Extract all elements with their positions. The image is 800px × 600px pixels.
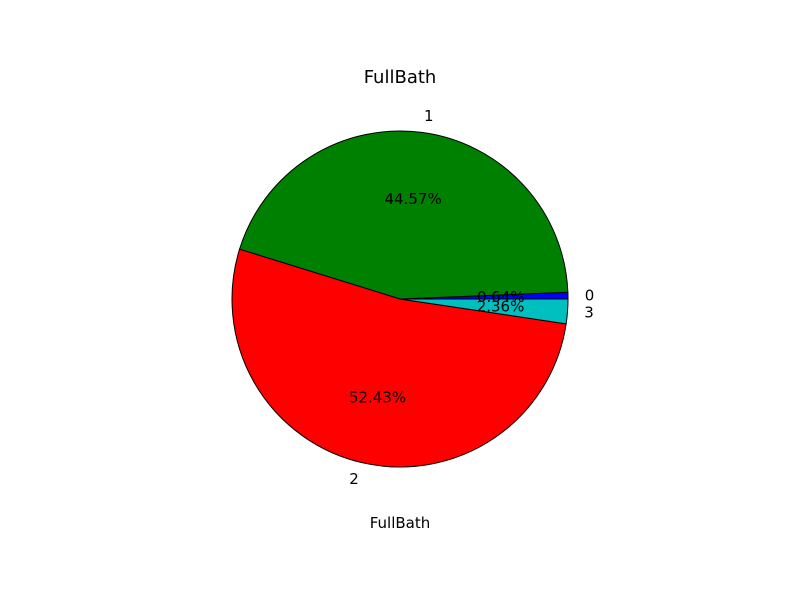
pie-labels: 0 0.64% 1 44.57% 2 52.43% 3 2.36% xyxy=(349,107,594,488)
slice-label-3: 3 xyxy=(584,304,594,322)
pie-slice-1 xyxy=(238,130,569,300)
slice-pct-label-3: 2.36% xyxy=(477,297,525,315)
x-axis-label: FullBath xyxy=(370,514,431,532)
slice-label-1: 1 xyxy=(424,107,434,125)
slice-pct-label-2: 52.43% xyxy=(349,388,406,406)
chart-title: FullBath xyxy=(364,67,437,88)
slice-label-0: 0 xyxy=(585,286,595,304)
slice-pct-label-1: 44.57% xyxy=(385,190,442,208)
slice-pct-label-0: 0.64% xyxy=(477,288,525,306)
pie-slice-2 xyxy=(231,248,567,468)
pie-slice-3 xyxy=(399,298,569,325)
slice-label-2: 2 xyxy=(349,470,359,488)
pie-slices xyxy=(231,130,569,468)
